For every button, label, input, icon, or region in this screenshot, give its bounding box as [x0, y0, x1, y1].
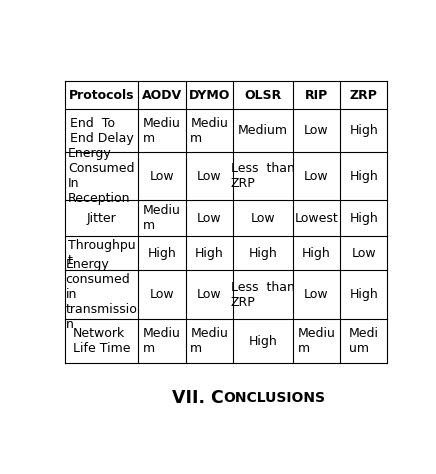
Text: ZRP: ZRP [350, 89, 378, 101]
Text: Throughpu
t: Throughpu t [68, 239, 135, 267]
Text: Energy
Consumed
In
Reception: Energy Consumed In Reception [68, 147, 135, 205]
Text: Low: Low [351, 247, 376, 260]
Text: Low: Low [150, 170, 174, 182]
Text: Low: Low [304, 288, 329, 301]
Text: DYMO: DYMO [188, 89, 230, 101]
Text: Low: Low [304, 170, 329, 182]
Text: Low: Low [150, 288, 174, 301]
Text: High: High [349, 212, 378, 225]
Text: Medium: Medium [238, 124, 288, 137]
Text: High: High [349, 288, 378, 301]
Text: High: High [302, 247, 331, 260]
Text: Energy
consumed
in
transmissio
n: Energy consumed in transmissio n [65, 258, 137, 331]
Text: Medi
um: Medi um [349, 327, 379, 355]
Text: Less  than
ZRP: Less than ZRP [231, 162, 295, 190]
Text: High: High [147, 247, 176, 260]
Text: Mediu
m: Mediu m [143, 117, 181, 145]
Text: OLSR: OLSR [244, 89, 281, 101]
Text: High: High [349, 124, 378, 137]
Text: High: High [195, 247, 224, 260]
Text: Low: Low [251, 212, 275, 225]
Text: Mediu
m: Mediu m [143, 327, 181, 355]
Text: High: High [249, 335, 277, 348]
Text: AODV: AODV [142, 89, 182, 101]
Text: Jitter: Jitter [87, 212, 116, 225]
Text: Low: Low [197, 170, 221, 182]
Text: Less  than
ZRP: Less than ZRP [231, 281, 295, 309]
Text: VII. C: VII. C [172, 389, 223, 407]
Text: Lowest: Lowest [295, 212, 338, 225]
Text: Low: Low [197, 288, 221, 301]
Text: Low: Low [304, 124, 329, 137]
Text: ONCLUSIONS: ONCLUSIONS [223, 391, 325, 405]
Text: End  To
End Delay: End To End Delay [70, 117, 133, 145]
Text: Mediu
m: Mediu m [190, 117, 228, 145]
Text: High: High [249, 247, 277, 260]
Text: RIP: RIP [305, 89, 328, 101]
Text: Mediu
m: Mediu m [297, 327, 335, 355]
Text: Network
Life Time: Network Life Time [73, 327, 130, 355]
Text: Mediu
m: Mediu m [143, 204, 181, 232]
Text: High: High [349, 170, 378, 182]
Text: Protocols: Protocols [69, 89, 134, 101]
Text: Mediu
m: Mediu m [190, 327, 228, 355]
Text: Low: Low [197, 212, 221, 225]
